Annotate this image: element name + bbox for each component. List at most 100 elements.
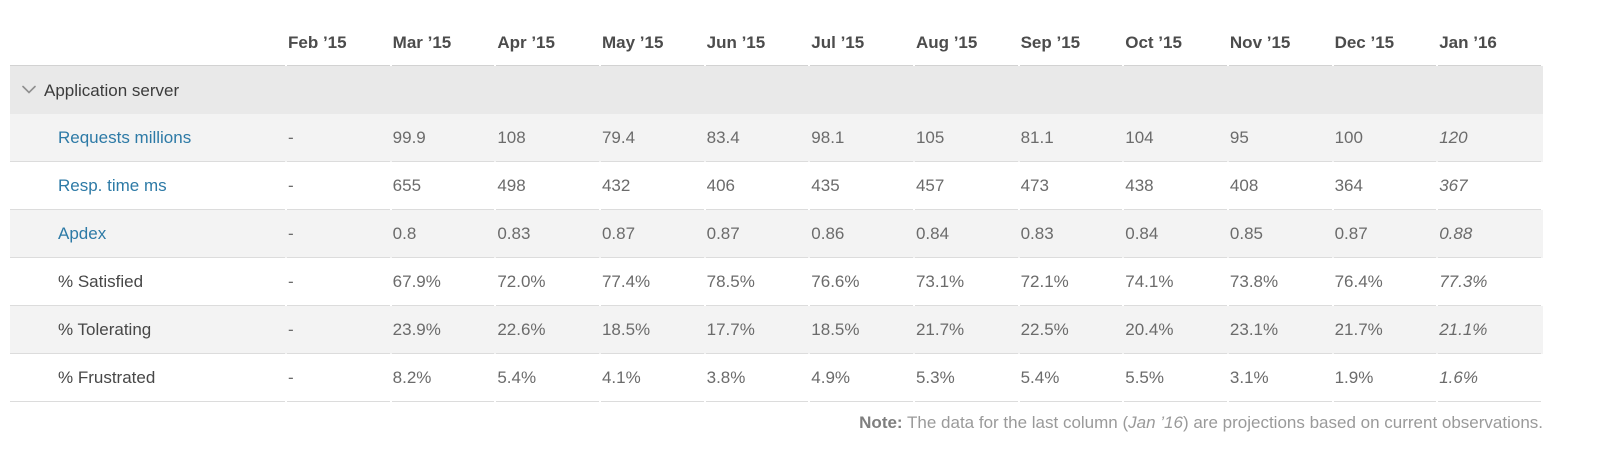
month-column-header: Jul ’15 bbox=[810, 0, 915, 66]
value-cell: 21.1% bbox=[1438, 306, 1543, 354]
value-cell: 0.85 bbox=[1228, 210, 1334, 258]
value-cell: 0.87 bbox=[600, 210, 706, 258]
row-label-cell: Apdex bbox=[10, 210, 287, 258]
metrics-table-body: Application server Requests millions -99.9… bbox=[10, 66, 1543, 402]
value-cell: 98.1 bbox=[810, 114, 915, 162]
row-label-cell: % Frustrated bbox=[10, 354, 287, 402]
table-row: % Tolerating -23.9% 22.6% 18.5% 17.7% 18.5% 21… bbox=[10, 306, 1543, 354]
value-cell: 4.9% bbox=[810, 354, 915, 402]
row-label-cell: % Satisfied bbox=[10, 258, 287, 306]
metric-link[interactable]: Requests millions bbox=[58, 128, 192, 147]
value-cell: 22.5% bbox=[1019, 306, 1125, 354]
value-cell: - bbox=[287, 354, 392, 402]
value-cell: 5.4% bbox=[1019, 354, 1125, 402]
value-cell: 655 bbox=[391, 162, 497, 210]
projection-note: Note: The data for the last column (Jan … bbox=[10, 412, 1543, 434]
table-row: Requests millions -99.9 108 79.4 83.4 98.1 105… bbox=[10, 114, 1543, 162]
month-column-header: Mar ’15 bbox=[391, 0, 497, 66]
value-cell: 21.7% bbox=[1333, 306, 1439, 354]
value-cell: 73.1% bbox=[914, 258, 1020, 306]
value-cell: 0.8 bbox=[391, 210, 497, 258]
value-cell: 0.83 bbox=[1019, 210, 1125, 258]
value-cell: 72.1% bbox=[1019, 258, 1125, 306]
value-cell: 0.87 bbox=[705, 210, 811, 258]
value-cell: 76.4% bbox=[1333, 258, 1439, 306]
value-cell: 1.9% bbox=[1333, 354, 1439, 402]
row-label-column-header bbox=[10, 0, 287, 66]
metric-label: % Tolerating bbox=[58, 320, 152, 339]
group-header-cell[interactable]: Application server bbox=[10, 66, 1543, 114]
month-column-header: Dec ’15 bbox=[1333, 0, 1439, 66]
table-row: % Satisfied -67.9% 72.0% 77.4% 78.5% 76.6% 73.… bbox=[10, 258, 1543, 306]
month-column-header: Jan ’16 bbox=[1438, 0, 1543, 66]
value-cell: 120 bbox=[1438, 114, 1543, 162]
value-cell: 364 bbox=[1333, 162, 1439, 210]
value-cell: 1.6% bbox=[1438, 354, 1543, 402]
value-cell: 78.5% bbox=[705, 258, 811, 306]
value-cell: 367 bbox=[1438, 162, 1543, 210]
chevron-down-icon[interactable] bbox=[22, 79, 36, 99]
month-column-header: Nov ’15 bbox=[1228, 0, 1334, 66]
value-cell: 438 bbox=[1124, 162, 1229, 210]
value-cell: 105 bbox=[914, 114, 1020, 162]
value-cell: 95 bbox=[1228, 114, 1334, 162]
value-cell: 0.87 bbox=[1333, 210, 1439, 258]
group-row: Application server bbox=[10, 66, 1543, 114]
value-cell: 100 bbox=[1333, 114, 1439, 162]
month-column-header: Apr ’15 bbox=[496, 0, 601, 66]
metric-label: % Satisfied bbox=[58, 272, 144, 291]
table-row: Apdex -0.8 0.83 0.87 0.87 0.86 0.84 0.83 0.84 0.8… bbox=[10, 210, 1543, 258]
value-cell: 18.5% bbox=[600, 306, 706, 354]
value-cell: 18.5% bbox=[810, 306, 915, 354]
value-cell: 0.86 bbox=[810, 210, 915, 258]
month-column-header: Feb ’15 bbox=[287, 0, 392, 66]
value-cell: 5.3% bbox=[914, 354, 1020, 402]
table-row: Resp. time ms -655 498 432 406 435 457 473 438 40… bbox=[10, 162, 1543, 210]
value-cell: 77.3% bbox=[1438, 258, 1543, 306]
value-cell: - bbox=[287, 162, 392, 210]
value-cell: 5.5% bbox=[1124, 354, 1229, 402]
value-cell: 83.4 bbox=[705, 114, 811, 162]
value-cell: 0.84 bbox=[914, 210, 1020, 258]
row-label-cell: Requests millions bbox=[10, 114, 287, 162]
value-cell: 435 bbox=[810, 162, 915, 210]
value-cell: 23.9% bbox=[391, 306, 497, 354]
value-cell: 21.7% bbox=[914, 306, 1020, 354]
month-column-header: Oct ’15 bbox=[1124, 0, 1229, 66]
value-cell: - bbox=[287, 114, 392, 162]
note-text-after: ) are projections based on current obser… bbox=[1182, 413, 1543, 432]
month-column-header: Sep ’15 bbox=[1019, 0, 1125, 66]
note-text-before: The data for the last column ( bbox=[902, 413, 1129, 432]
note-label: Note: bbox=[859, 413, 903, 432]
month-column-header: Aug ’15 bbox=[914, 0, 1020, 66]
row-label-cell: Resp. time ms bbox=[10, 162, 287, 210]
metrics-table: Feb ’15 Mar ’15 Apr ’15 May ’15 Jun ’15 Jul ’… bbox=[10, 0, 1543, 402]
metric-link[interactable]: Resp. time ms bbox=[58, 176, 167, 195]
value-cell: - bbox=[287, 210, 392, 258]
value-cell: 77.4% bbox=[600, 258, 706, 306]
value-cell: 406 bbox=[705, 162, 811, 210]
value-cell: 0.88 bbox=[1438, 210, 1543, 258]
table-row: % Frustrated -8.2% 5.4% 4.1% 3.8% 4.9% 5.3% 5.4… bbox=[10, 354, 1543, 402]
value-cell: 0.83 bbox=[496, 210, 601, 258]
value-cell: 81.1 bbox=[1019, 114, 1125, 162]
value-cell: 74.1% bbox=[1124, 258, 1229, 306]
month-header-row: Feb ’15 Mar ’15 Apr ’15 May ’15 Jun ’15 Jul ’… bbox=[10, 0, 1543, 66]
value-cell: 76.6% bbox=[810, 258, 915, 306]
value-cell: 432 bbox=[600, 162, 706, 210]
value-cell: 67.9% bbox=[391, 258, 497, 306]
value-cell: 99.9 bbox=[391, 114, 497, 162]
value-cell: 498 bbox=[496, 162, 601, 210]
group-label: Application server bbox=[44, 81, 180, 100]
value-cell: 17.7% bbox=[705, 306, 811, 354]
value-cell: 22.6% bbox=[496, 306, 601, 354]
month-column-header: Jun ’15 bbox=[705, 0, 811, 66]
value-cell: 79.4 bbox=[600, 114, 706, 162]
value-cell: 3.8% bbox=[705, 354, 811, 402]
value-cell: - bbox=[287, 258, 392, 306]
value-cell: - bbox=[287, 306, 392, 354]
value-cell: 3.1% bbox=[1228, 354, 1334, 402]
metric-link[interactable]: Apdex bbox=[58, 224, 107, 243]
value-cell: 104 bbox=[1124, 114, 1229, 162]
